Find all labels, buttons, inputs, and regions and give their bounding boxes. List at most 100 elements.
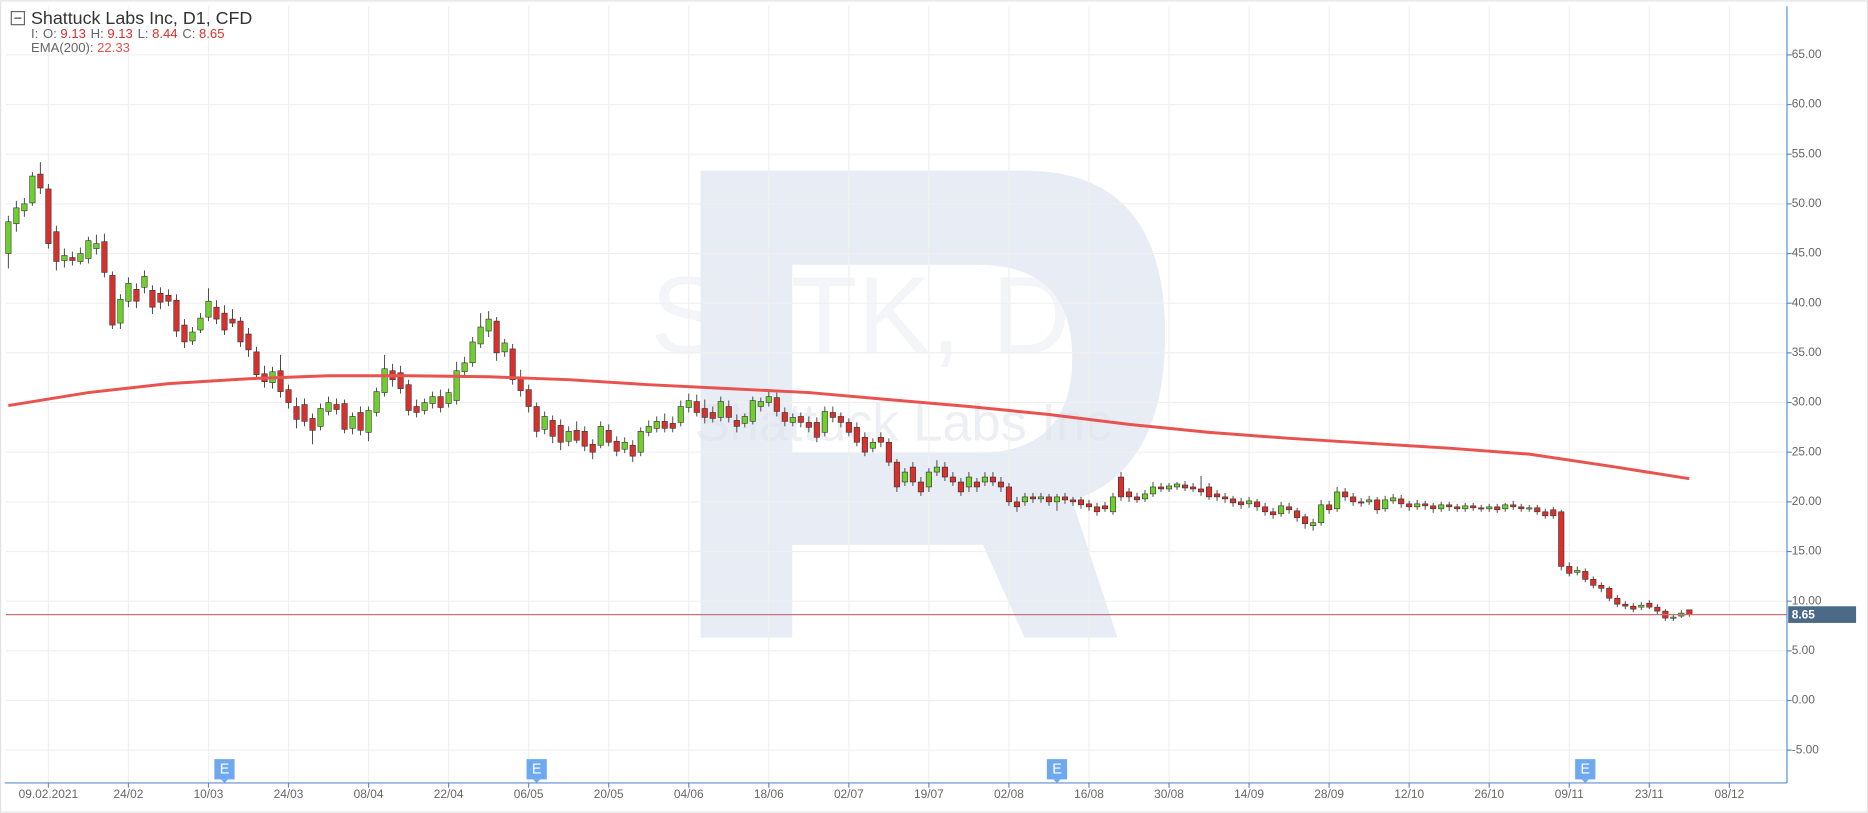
candle-body: [597, 426, 604, 446]
y-tick-label: 15.00: [1792, 544, 1822, 558]
event-marker[interactable]: E: [526, 759, 547, 783]
event-marker[interactable]: E: [1575, 759, 1596, 783]
candle-body: [1382, 499, 1389, 510]
x-tick-label: 02/08: [994, 787, 1024, 801]
candle-body: [445, 392, 452, 404]
candle-body: [933, 466, 940, 473]
candle-body: [1278, 505, 1285, 515]
candle-body: [205, 300, 212, 318]
event-marker[interactable]: E: [1046, 759, 1068, 783]
candle-body: [709, 412, 716, 419]
candle-body: [837, 416, 844, 423]
candle-body: [1566, 566, 1573, 574]
candle-body: [5, 221, 12, 254]
candle-body: [349, 416, 356, 429]
candle-body: [1342, 491, 1349, 498]
candle-body: [1029, 496, 1036, 500]
candle-body: [109, 275, 116, 326]
candle-body: [1398, 498, 1405, 505]
candle-body: [429, 396, 436, 404]
candle-body: [901, 471, 908, 483]
chart-title: Shattuck Labs Inc, D1, CFD: [31, 8, 252, 28]
candle-body: [1430, 505, 1437, 510]
candle-body: [149, 289, 156, 308]
y-tick-label: 25.00: [1792, 444, 1822, 458]
watermark-symbol: STTK, D1: [651, 255, 1132, 377]
candle-body: [421, 402, 428, 411]
event-marker[interactable]: E: [214, 759, 235, 783]
x-tick-label: 12/10: [1394, 787, 1424, 801]
candle-body: [1262, 506, 1269, 513]
candle-body: [77, 253, 84, 262]
event-box: [1575, 759, 1596, 780]
candle-body: [1157, 486, 1165, 490]
axes: -5.00 0.00 5.00 10.00 15.00 20.00 25.00 30.00 35…: [4, 6, 1857, 801]
candle-body: [245, 333, 252, 351]
event-pointer: [220, 779, 229, 783]
candle-body: [1510, 504, 1517, 508]
y-tick-label: 45.00: [1792, 246, 1822, 260]
candle-body: [605, 430, 612, 443]
candle-body: [981, 476, 988, 483]
price-label-box: [1788, 606, 1857, 623]
candle-body: [1230, 498, 1237, 504]
candle-body: [133, 289, 140, 302]
candle-body: [757, 401, 764, 407]
candle-body: [1318, 504, 1325, 524]
candle-body: [157, 292, 164, 303]
candle-body: [485, 318, 492, 332]
candle-body: [669, 423, 676, 429]
candle-body: [1502, 504, 1509, 510]
event-label: E: [1052, 762, 1062, 778]
candle-body: [61, 255, 68, 261]
ema-legend: EMA(200): 22.33: [31, 41, 130, 56]
candle-body: [621, 441, 628, 450]
legend: Shattuck Labs Inc, D1, CFD I: O: 9.13 H: 9.1…: [10, 8, 252, 56]
candle-body: [1670, 616, 1677, 619]
x-tick-label: 22/04: [434, 787, 464, 801]
candle-body: [717, 401, 724, 418]
candle-body: [29, 175, 36, 204]
candle-body: [645, 426, 652, 433]
event-box: [1046, 759, 1068, 780]
grid: [5, 6, 1787, 783]
candle-body: [1598, 584, 1605, 589]
y-tick-label: 35.00: [1792, 345, 1822, 359]
event-pointer: [533, 779, 541, 783]
candle-body: [629, 444, 636, 457]
x-tick-label: 18/06: [754, 787, 784, 801]
candle-body: [1053, 496, 1061, 503]
candle-body: [589, 443, 596, 453]
y-tick-label: 5.00: [1792, 643, 1816, 657]
candle-body: [869, 441, 876, 449]
candle-body: [797, 416, 804, 423]
x-tick-label: 14/09: [1234, 787, 1264, 801]
candle-body: [509, 348, 516, 380]
candle-body: [533, 406, 540, 432]
candle-body: [813, 422, 820, 438]
candle-body: [1198, 488, 1205, 493]
candle-body: [733, 420, 740, 427]
candle-body: [101, 241, 108, 273]
candle-body: [277, 370, 284, 392]
candle-body: [1470, 505, 1477, 509]
candle-body: [1294, 510, 1301, 519]
x-tick-label: 16/08: [1074, 787, 1104, 801]
candle-body: [373, 391, 380, 413]
candle-body: [885, 441, 892, 463]
candle-body: [997, 481, 1004, 488]
candle-body: [165, 294, 172, 302]
candle-body: [141, 276, 148, 288]
candle-body: [45, 188, 52, 244]
candle-body: [517, 377, 524, 391]
candle-body: [941, 466, 948, 478]
candle-body: [701, 408, 708, 418]
candle-body: [1686, 609, 1693, 615]
candle-body: [1414, 503, 1421, 508]
candle-body: [1013, 501, 1020, 508]
candle-body: [1125, 491, 1133, 498]
candle-body: [1286, 506, 1293, 511]
logo: [700, 170, 1166, 638]
candle-body: [173, 299, 180, 332]
candle-body: [1622, 603, 1629, 607]
